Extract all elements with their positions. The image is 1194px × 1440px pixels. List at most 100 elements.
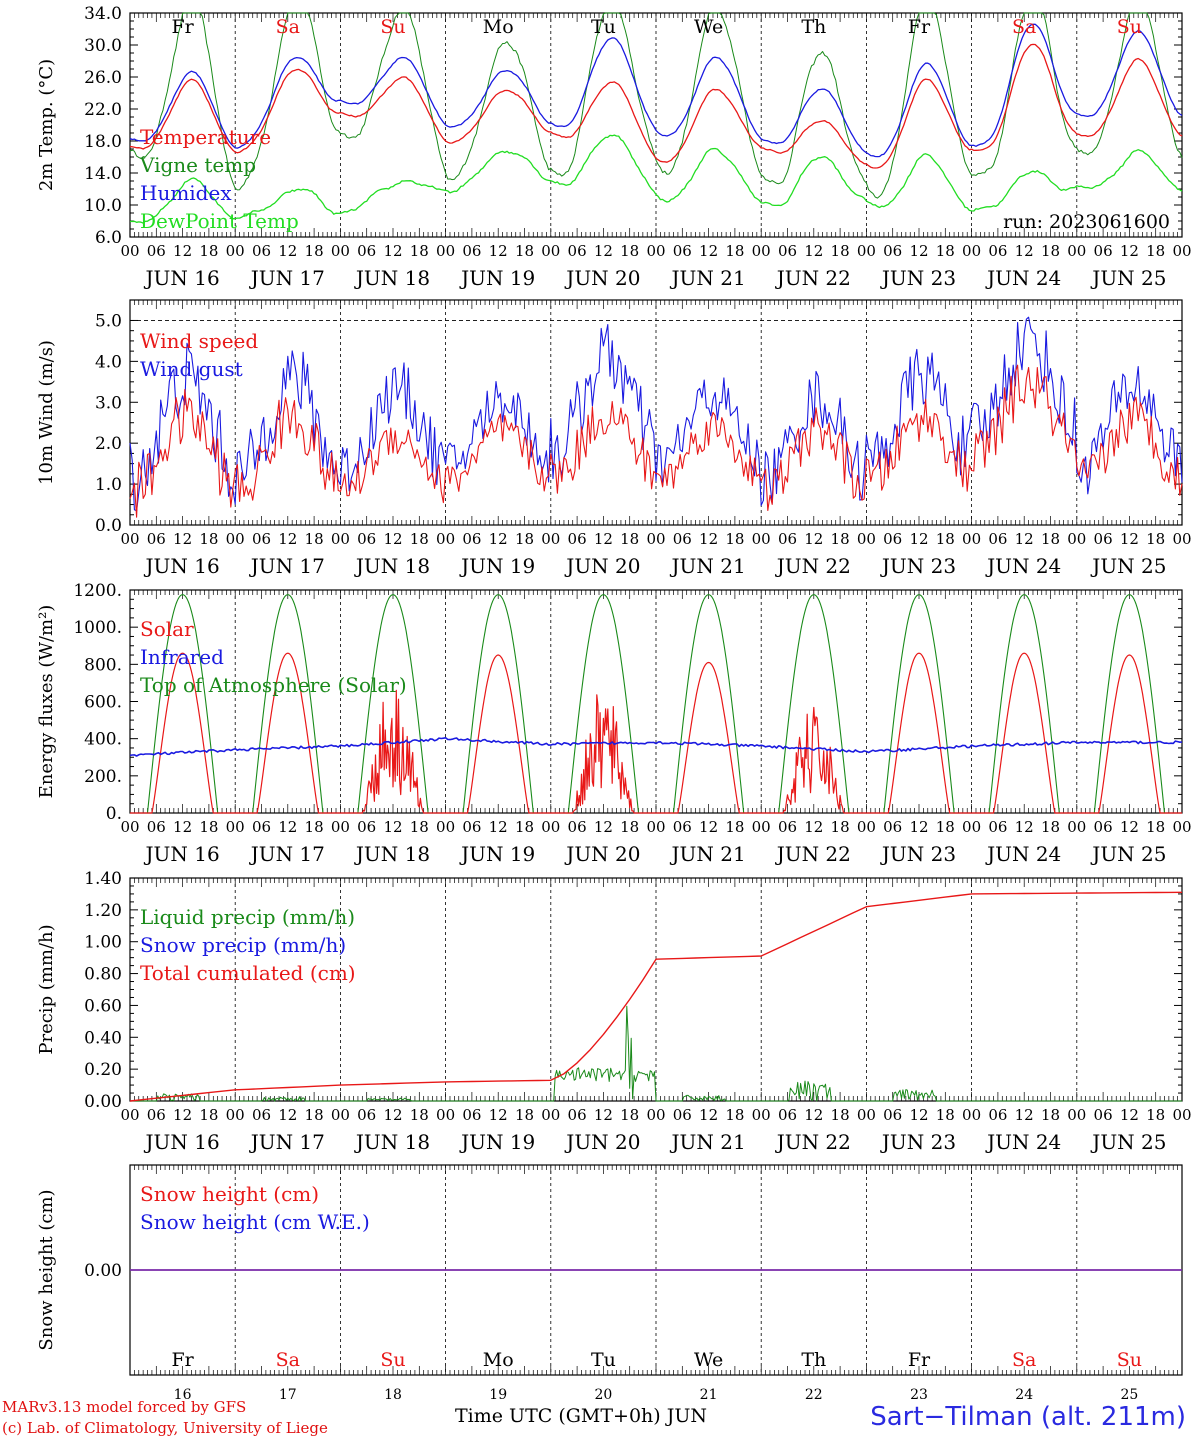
series-red: [129, 43, 1183, 169]
legend-entry: DewPoint Temp: [140, 209, 299, 233]
hour-tick-label: 06: [357, 530, 376, 548]
y-tick-label: 34.0: [84, 4, 122, 24]
day-label: JUN 22: [775, 554, 851, 578]
day-label: JUN 23: [880, 1130, 956, 1154]
hour-tick-label: 12: [489, 530, 508, 548]
hour-tick-label: 18: [515, 242, 534, 260]
day-label: JUN 23: [880, 266, 956, 290]
hour-tick-label: 12: [278, 242, 297, 260]
hour-tick-label: 06: [462, 818, 481, 836]
day-label: JUN 24: [985, 1130, 1061, 1154]
hour-tick-label: 12: [804, 530, 823, 548]
hour-tick-label: 12: [1120, 1106, 1139, 1124]
hour-tick-label: 00: [120, 1106, 139, 1124]
day-label: JUN 21: [670, 842, 746, 866]
panel-frame: [129, 589, 1183, 814]
hour-tick-label: 12: [383, 1106, 402, 1124]
hour-tick-label: 12: [909, 1106, 928, 1124]
hour-tick-label: 00: [226, 530, 245, 548]
hour-tick-label: 18: [725, 530, 744, 548]
hour-tick-label: 06: [673, 818, 692, 836]
hour-tick-label: 18: [725, 1106, 744, 1124]
y-tick-label: 3.0: [95, 393, 122, 413]
day-label: JUN 22: [775, 266, 851, 290]
hour-tick-label: 06: [252, 818, 271, 836]
series-lightgreen: [129, 134, 1183, 224]
hour-tick-label: 18: [515, 1106, 534, 1124]
panel-frame: [129, 12, 1183, 238]
day-number-label: 23: [910, 1387, 928, 1403]
hour-tick-label: 00: [857, 818, 876, 836]
hour-tick-label: 18: [831, 242, 850, 260]
hour-tick-label: 00: [541, 530, 560, 548]
hour-tick-label: 00: [962, 242, 981, 260]
hour-tick-label: 06: [1094, 1106, 1113, 1124]
panel-3: 0. 200. 400. 600. 800. 1000. 1200. Energy fluxe…: [36, 581, 1183, 824]
y-tick-label: 2.0: [95, 434, 122, 454]
hour-tick-label: 18: [305, 1106, 324, 1124]
hour-tick-label: 06: [462, 242, 481, 260]
hour-tick-label: 00: [1172, 818, 1191, 836]
hour-tick-label: 00: [857, 242, 876, 260]
day-number-label: 24: [1015, 1387, 1033, 1403]
hour-tick-label: 00: [1172, 1106, 1191, 1124]
hour-tick-label: 18: [1146, 818, 1165, 836]
hour-tick-label: 00: [752, 818, 771, 836]
weekday-label: Fr: [908, 16, 931, 38]
hour-tick-label: 12: [383, 818, 402, 836]
hour-tick-label: 06: [357, 818, 376, 836]
day-label: JUN 24: [985, 266, 1061, 290]
day-label: JUN 20: [564, 266, 640, 290]
day-number-label: 19: [489, 1387, 507, 1403]
y-axis-label: 2m Temp. (°C): [36, 59, 57, 191]
hour-tick-label: 06: [462, 1106, 481, 1124]
hour-tick-label: 12: [909, 818, 928, 836]
hour-tick-label: 18: [199, 1106, 218, 1124]
hour-tick-label: 18: [410, 242, 429, 260]
day-label: JUN 20: [564, 1130, 640, 1154]
hour-tick-label: 00: [120, 242, 139, 260]
hour-tick-label: 18: [305, 242, 324, 260]
y-tick-label: 0.60: [84, 996, 122, 1016]
hour-tick-label: 12: [1120, 530, 1139, 548]
y-tick-label: 0.00: [84, 1261, 122, 1281]
hour-tick-label: 12: [489, 242, 508, 260]
hour-tick-label: 18: [1041, 818, 1060, 836]
hour-tick-label: 00: [436, 818, 455, 836]
y-tick-label: 4.0: [95, 352, 122, 372]
hour-tick-label: 18: [936, 818, 955, 836]
day-label: JUN 19: [459, 554, 535, 578]
hour-tick-label: 12: [804, 818, 823, 836]
y-tick-label: 0.: [106, 804, 122, 824]
y-tick-label: 1200.: [73, 581, 122, 601]
hour-tick-label: 12: [383, 242, 402, 260]
legend-entry: Liquid precip (mm/h): [140, 905, 355, 929]
day-label: JUN 18: [354, 554, 430, 578]
hour-tick-label: 06: [1094, 530, 1113, 548]
time-axis-label: Time UTC (GMT+0h) JUN: [455, 1405, 708, 1427]
x-axis-1: 00 06 12 18 00 06 12 18 00 06 12 18 00 06 12 18 00 06 12 18…: [120, 242, 1191, 290]
hour-tick-label: 12: [699, 242, 718, 260]
day-number-label: 25: [1120, 1387, 1138, 1403]
hour-tick-label: 00: [331, 1106, 350, 1124]
hour-tick-label: 18: [936, 530, 955, 548]
y-tick-label: 1000.: [73, 618, 122, 638]
day-label: JUN 16: [144, 266, 220, 290]
day-label: JUN 21: [670, 554, 746, 578]
legend-entry: Wind speed: [140, 329, 258, 353]
hour-tick-label: 00: [436, 530, 455, 548]
hour-tick-label: 12: [173, 242, 192, 260]
hour-tick-label: 18: [199, 530, 218, 548]
hour-tick-label: 18: [831, 530, 850, 548]
hour-tick-label: 18: [831, 1106, 850, 1124]
hour-tick-label: 00: [120, 530, 139, 548]
hour-tick-label: 12: [1120, 242, 1139, 260]
day-label: JUN 18: [354, 1130, 430, 1154]
hour-tick-label: 12: [699, 1106, 718, 1124]
hour-tick-label: 06: [673, 530, 692, 548]
y-axis-label: 10m Wind (m/s): [36, 340, 57, 485]
y-tick-label: 5.0: [95, 311, 122, 331]
series-blue: [129, 23, 1183, 158]
hour-tick-label: 18: [936, 242, 955, 260]
y-tick-label: 30.0: [84, 36, 122, 56]
